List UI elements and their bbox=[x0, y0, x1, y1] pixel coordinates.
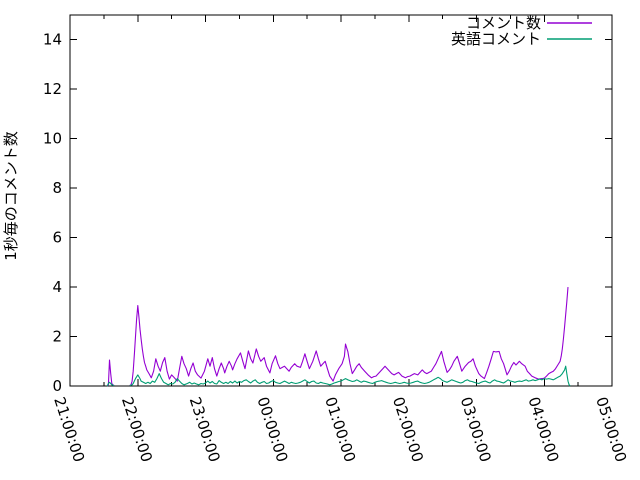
x-tick-label: 01:00:00 bbox=[321, 395, 359, 465]
legend-label-comments: コメント数 bbox=[466, 14, 541, 32]
data-series bbox=[106, 287, 571, 387]
y-tick-label: 10 bbox=[43, 130, 62, 148]
x-tick-label: 23:00:00 bbox=[186, 395, 224, 465]
y-tick-label: 14 bbox=[43, 31, 62, 49]
y-tick-label: 4 bbox=[52, 278, 62, 296]
x-tick-label: 05:00:00 bbox=[592, 395, 630, 465]
x-tick-label: 22:00:00 bbox=[118, 395, 156, 465]
legend: コメント数 英語コメント bbox=[451, 14, 592, 48]
series-line-english bbox=[129, 365, 571, 387]
axis-ticks bbox=[69, 15, 613, 387]
plot-border bbox=[69, 14, 613, 387]
x-tick-label: 02:00:00 bbox=[389, 395, 427, 465]
y-tick-label: 8 bbox=[52, 179, 62, 197]
x-axis-tick-labels: 21:00:00 22:00:00 23:00:00 00:00:00 01:00:00… bbox=[50, 395, 630, 465]
y-tick-label: 2 bbox=[52, 328, 62, 346]
x-tick-label: 21:00:00 bbox=[50, 395, 88, 465]
y-axis-tick-labels: 0 2 4 6 8 10 12 14 bbox=[43, 31, 62, 395]
y-axis-title: 1秒毎のコメント数 bbox=[2, 131, 20, 261]
x-tick-label: 03:00:00 bbox=[457, 395, 495, 465]
series-line-comments bbox=[129, 287, 569, 386]
series-line-comments bbox=[106, 359, 115, 387]
x-tick-label: 04:00:00 bbox=[524, 395, 562, 465]
legend-label-english: 英語コメント bbox=[451, 30, 541, 48]
series-line-english bbox=[106, 381, 115, 387]
x-tick-label: 00:00:00 bbox=[253, 395, 291, 465]
y-tick-label: 0 bbox=[52, 377, 62, 395]
y-tick-label: 6 bbox=[52, 229, 62, 247]
y-tick-label: 12 bbox=[43, 80, 62, 98]
